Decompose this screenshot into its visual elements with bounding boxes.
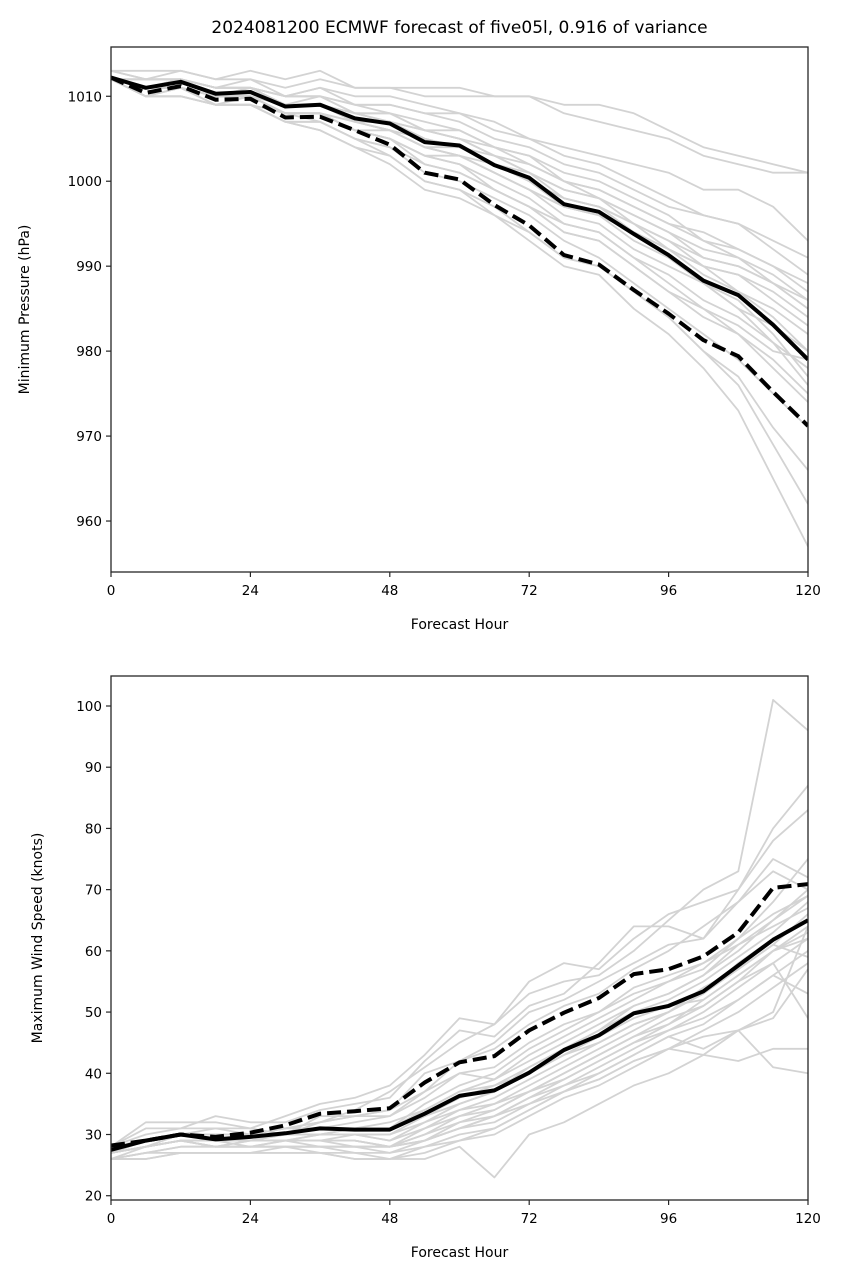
pressure-x-tick-label: 72 — [521, 583, 538, 599]
pressure-x-ticks: 0 24 48 72 96 120 — [107, 572, 821, 599]
pressure-solid-black-line — [111, 75, 808, 362]
wind-ensemble-member-line — [111, 926, 808, 1179]
pressure-x-tick-label: 48 — [381, 583, 398, 599]
wind-highlight-lines — [111, 882, 808, 1152]
pressure-y-tick-label: 1010 — [68, 89, 102, 105]
wind-y-tick-label: 80 — [85, 821, 102, 837]
wind-y-tick-label: 90 — [85, 760, 102, 776]
wind-ensemble-member-line — [111, 699, 808, 1148]
pressure-y-axis-label: Minimum Pressure (hPa) — [17, 225, 33, 395]
pressure-y-tick-label: 1000 — [68, 174, 102, 190]
pressure-y-tick-label: 970 — [76, 429, 102, 445]
wind-x-tick-label: 48 — [381, 1211, 398, 1227]
pressure-x-tick-label: 24 — [242, 583, 259, 599]
pressure-y-ticks: 960 970 980 990 1000 1010 — [68, 89, 111, 530]
wind-ensemble-member-line — [111, 968, 808, 1154]
pressure-panel: 2024081200 ECMWF forecast of five05l, 0.… — [17, 18, 821, 633]
wind-panel: 0 24 48 72 96 120 20 30 40 50 60 70 80 90 100 Forecas… — [30, 675, 821, 1261]
pressure-ensemble-member-line — [111, 69, 808, 259]
pressure-dashed-black-line — [111, 75, 808, 428]
wind-ensemble-member-line — [111, 1029, 808, 1154]
pressure-x-tick-label: 0 — [107, 583, 116, 599]
pressure-ensemble-member-line — [111, 78, 808, 310]
wind-dashed-black-line — [111, 882, 808, 1148]
wind-x-tick-label: 96 — [660, 1211, 677, 1227]
wind-x-tick-label: 24 — [242, 1211, 259, 1227]
wind-x-tick-label: 0 — [107, 1211, 116, 1227]
wind-y-tick-label: 30 — [85, 1128, 102, 1144]
wind-solid-black-line — [111, 918, 808, 1152]
wind-ensemble-member-line — [111, 785, 808, 1148]
pressure-y-tick-label: 980 — [76, 344, 102, 360]
pressure-x-tick-label: 96 — [660, 583, 677, 599]
wind-y-tick-label: 20 — [85, 1189, 102, 1205]
chart-title: 2024081200 ECMWF forecast of five05l, 0.… — [211, 18, 707, 38]
wind-x-axis-label: Forecast Hour — [411, 1245, 509, 1261]
pressure-y-tick-label: 960 — [76, 514, 102, 530]
pressure-x-axis-label: Forecast Hour — [411, 617, 509, 633]
wind-x-tick-label: 72 — [521, 1211, 538, 1227]
pressure-ensemble-member-line — [111, 69, 808, 174]
pressure-ensemble-member-line — [111, 69, 808, 174]
wind-y-tick-label: 70 — [85, 883, 102, 899]
wind-y-tick-label: 60 — [85, 944, 102, 960]
pressure-x-tick-label: 120 — [795, 583, 821, 599]
wind-ensemble-member-line — [111, 937, 808, 1154]
pressure-ensemble-member-line — [111, 78, 808, 361]
pressure-y-tick-label: 990 — [76, 259, 102, 275]
wind-y-axis-label: Maximum Wind Speed (knots) — [30, 833, 46, 1044]
wind-y-ticks: 20 30 40 50 60 70 80 90 100 — [76, 699, 111, 1205]
wind-ensemble-member-line — [111, 895, 808, 1148]
wind-axes-frame — [110, 675, 809, 1201]
wind-x-ticks: 0 24 48 72 96 120 — [107, 1200, 821, 1227]
wind-y-tick-label: 40 — [85, 1066, 102, 1082]
pressure-axes-frame — [110, 46, 809, 573]
wind-x-tick-label: 120 — [795, 1211, 821, 1227]
wind-y-tick-label: 100 — [76, 699, 102, 715]
wind-y-tick-label: 50 — [85, 1005, 102, 1021]
pressure-highlight-lines — [111, 75, 808, 428]
